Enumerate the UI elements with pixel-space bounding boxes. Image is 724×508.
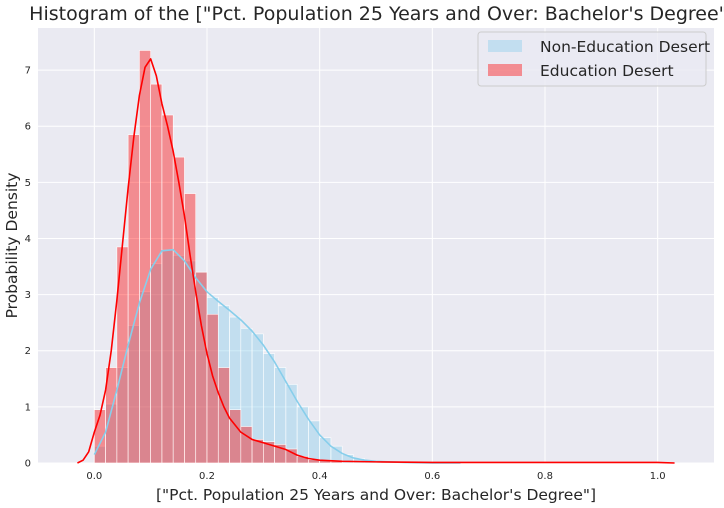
- y-tick-label: 5: [25, 178, 31, 189]
- x-axis-label: ["Pct. Population 25 Years and Over: Bac…: [156, 486, 596, 504]
- y-tick-label: 7: [25, 66, 31, 77]
- legend-label-education-desert: Education Desert: [540, 62, 674, 80]
- x-tick-label: 0.8: [537, 471, 553, 482]
- x-tick-label: 0.4: [312, 471, 328, 482]
- y-axis-label: Probability Density: [3, 173, 21, 319]
- legend-box: [477, 31, 707, 87]
- histogram-bar: [139, 50, 151, 464]
- kde-curves: [77, 58, 675, 464]
- tick-labels: 0.0 0.2 0.4 0.6 0.8 1.0 0 1 2 3 4 5 6 7: [25, 66, 666, 482]
- chart-title: Histogram of the ["Pct. Population 25 Ye…: [29, 3, 724, 25]
- histogram-bar: [229, 409, 242, 464]
- y-tick-label: 3: [25, 290, 31, 301]
- histogram-bar: [184, 193, 197, 464]
- x-tick-label: 1.0: [650, 471, 666, 482]
- histogram-bar: [161, 114, 174, 464]
- y-tick-label: 6: [25, 122, 31, 133]
- legend-swatch-education-desert: [488, 64, 522, 76]
- y-tick-label: 2: [25, 346, 31, 357]
- legend: Non-Education Desert Education Desert: [477, 31, 710, 87]
- histogram-bar: [150, 83, 163, 464]
- legend-swatch-non-education-desert: [488, 40, 522, 52]
- kde-line-education-desert: [77, 58, 675, 464]
- x-tick-label: 0.6: [424, 471, 440, 482]
- legend-label-non-education-desert: Non-Education Desert: [540, 38, 710, 56]
- x-tick-label: 0.2: [199, 471, 215, 482]
- y-tick-label: 1: [25, 402, 31, 413]
- histogram-bar: [240, 426, 253, 464]
- y-tick-label: 4: [25, 234, 31, 245]
- histogram-bars: [94, 50, 388, 464]
- x-tick-label: 0.0: [86, 471, 102, 482]
- bars-education-desert: [94, 50, 343, 464]
- histogram-bar: [127, 134, 140, 464]
- kde-line-non-education-desert: [93, 248, 461, 464]
- y-tick-label: 0: [25, 459, 31, 470]
